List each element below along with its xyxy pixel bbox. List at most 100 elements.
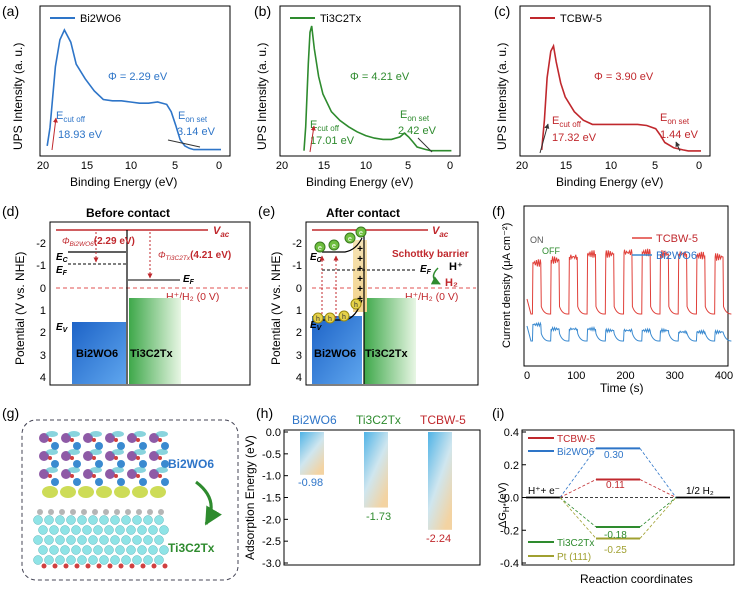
ytick: 0.4 bbox=[504, 427, 519, 439]
ti-atom bbox=[94, 526, 103, 535]
ti-atom bbox=[111, 536, 120, 545]
ti-atom bbox=[116, 526, 125, 535]
panel-a-onset: Eon set bbox=[178, 110, 208, 124]
ti-atom bbox=[160, 526, 169, 535]
ti-atom bbox=[50, 526, 59, 535]
panel-a-xticks: 20 15 10 5 0 bbox=[37, 160, 222, 172]
o-atom bbox=[119, 564, 124, 569]
tcbw5-photocurrent bbox=[527, 249, 731, 314]
o-atom bbox=[136, 474, 140, 478]
o-atom bbox=[92, 456, 96, 460]
c-atom bbox=[59, 509, 65, 515]
ti-atom bbox=[133, 536, 142, 545]
ti-atom bbox=[78, 516, 87, 525]
xtick: 0 bbox=[696, 160, 702, 172]
ytick: -2.0 bbox=[262, 514, 281, 526]
o-atom bbox=[70, 456, 74, 460]
ytick: 0.0 bbox=[266, 427, 281, 439]
xtick: 10 bbox=[360, 160, 372, 172]
panel-b-cutoff: Ecut off bbox=[310, 119, 340, 133]
legend-bw: Bi2WO6 bbox=[656, 250, 697, 262]
ti-atom bbox=[105, 526, 114, 535]
ti-atom bbox=[100, 536, 109, 545]
c-atom bbox=[136, 509, 142, 515]
c-atom bbox=[158, 509, 164, 515]
c-atom bbox=[70, 509, 76, 515]
leg4: Pt (111) bbox=[557, 552, 591, 563]
link-right-3 bbox=[640, 498, 676, 527]
panel-a-tag: (a) bbox=[2, 3, 19, 19]
panel-b-xticks: 20 15 10 5 0 bbox=[276, 160, 453, 172]
w-atom bbox=[139, 478, 147, 486]
xtick: 200 bbox=[616, 370, 634, 382]
leg2: Bi2WO6 bbox=[557, 447, 595, 458]
w-atom bbox=[139, 442, 147, 450]
leg3: Ti3C2Tx bbox=[557, 538, 594, 549]
ti-atom bbox=[39, 526, 48, 535]
c-atom bbox=[37, 509, 43, 515]
ytick: 1 bbox=[296, 305, 302, 317]
ef-label: EF bbox=[420, 264, 432, 276]
ytick: 2 bbox=[296, 327, 302, 339]
panel-e-yticks: -2 -1 0 1 2 3 4 bbox=[292, 238, 302, 384]
xtick: 0 bbox=[447, 160, 453, 172]
o-atom bbox=[136, 456, 140, 460]
ti-atom bbox=[39, 546, 48, 555]
o-atom bbox=[158, 438, 162, 442]
ti-atom bbox=[122, 556, 131, 565]
panel-g-label1: Bi2WO6 bbox=[168, 457, 214, 471]
ti-atom bbox=[155, 556, 164, 565]
start-label: H⁺+ e⁻ bbox=[528, 486, 560, 497]
ytick: -2.5 bbox=[262, 536, 281, 548]
w-atom bbox=[139, 460, 147, 468]
h2-label: H₂ bbox=[445, 277, 458, 289]
charge-density bbox=[112, 467, 124, 473]
panel-b-cutoff-val: 17.01 eV bbox=[310, 135, 355, 147]
o-atom bbox=[70, 474, 74, 478]
panel-i-tag: (i) bbox=[492, 405, 504, 421]
charge-density bbox=[112, 449, 124, 455]
panel-c-phi: Φ = 3.90 eV bbox=[594, 71, 654, 83]
cat1-label: Bi2WO6 bbox=[292, 413, 337, 427]
ytick: 0 bbox=[40, 283, 46, 295]
phi-ti-label: ΦTi3C2Tx(4.21 eV) bbox=[158, 250, 231, 262]
panel-a-ylabel: UPS Intensity (a. u.) bbox=[11, 43, 25, 150]
bi2wo6-photocurrent bbox=[527, 323, 731, 341]
ti3c2tx-box-label: Ti3C2Tx bbox=[365, 348, 408, 360]
w-atom bbox=[51, 442, 59, 450]
vac-label: Vac bbox=[432, 225, 449, 239]
o-atom bbox=[158, 474, 162, 478]
o-atom bbox=[42, 564, 47, 569]
ytick: -1 bbox=[36, 260, 46, 272]
xtick: 15 bbox=[560, 160, 572, 172]
panel-c-onset-arrow bbox=[676, 142, 680, 151]
ti3c2tx-box bbox=[364, 298, 416, 384]
ti-atom bbox=[56, 536, 65, 545]
c-atom bbox=[114, 509, 120, 515]
adsorption-bar-2 bbox=[364, 432, 388, 508]
electron-symbol: e bbox=[332, 243, 336, 250]
panel-c-xticks: 20 15 10 5 0 bbox=[516, 160, 702, 172]
space-charge-plus: + bbox=[357, 294, 363, 305]
link-right-4 bbox=[640, 498, 676, 539]
link-left-3 bbox=[560, 498, 596, 527]
ytick: -0.4 bbox=[500, 558, 519, 570]
bi2wo6-box-label: Bi2WO6 bbox=[314, 348, 356, 360]
charge-density bbox=[156, 467, 168, 473]
cat3-label: TCBW-5 bbox=[420, 413, 466, 427]
bi2wo6-box-label: Bi2WO6 bbox=[76, 348, 118, 360]
w-atom bbox=[51, 460, 59, 468]
legend-tc: TCBW-5 bbox=[656, 233, 698, 245]
o-atom bbox=[48, 474, 52, 478]
panel-f-tag: (f) bbox=[492, 203, 505, 219]
panel-h: (h) Adsorption Energy (eV) 0.0-0.5-1.0-1… bbox=[243, 405, 480, 570]
v3-label: -2.24 bbox=[426, 533, 451, 545]
ef-label: EF bbox=[56, 265, 68, 277]
panel-g-tag: (g) bbox=[2, 405, 19, 421]
panel-c-tag: (c) bbox=[494, 3, 510, 19]
ytick: 0 bbox=[296, 283, 302, 295]
o-atom bbox=[114, 474, 118, 478]
ti-atom bbox=[83, 546, 92, 555]
panel-c-legend: TCBW-5 bbox=[560, 13, 602, 25]
ti-atom bbox=[61, 546, 70, 555]
